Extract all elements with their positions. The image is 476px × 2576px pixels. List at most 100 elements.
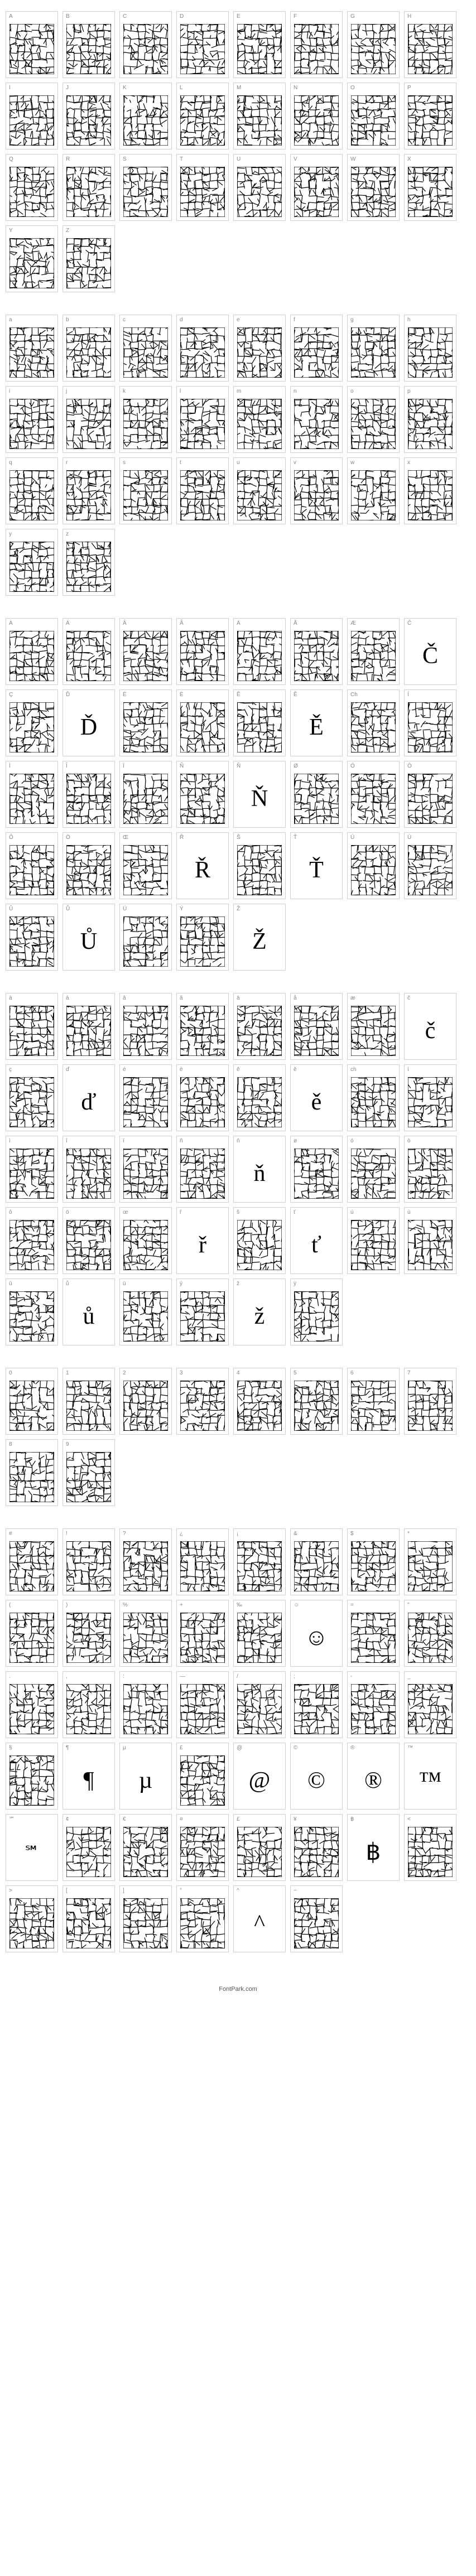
text-glyph: @ bbox=[249, 1767, 271, 1794]
glyph-cell: à bbox=[6, 993, 58, 1060]
glyph-display bbox=[291, 1824, 342, 1880]
glyph-cell: ฿฿ bbox=[347, 1814, 400, 1881]
text-glyph: Ť bbox=[309, 857, 324, 884]
glyph-cell: V bbox=[290, 154, 343, 221]
glyph-cell: F bbox=[290, 11, 343, 78]
glyph-cell: b bbox=[62, 315, 115, 382]
glyph-label: Ç bbox=[6, 690, 57, 699]
glyph-cell: i bbox=[6, 386, 58, 453]
glyph-cell: u bbox=[233, 457, 286, 524]
glyph-cell: ñ bbox=[176, 1136, 229, 1203]
glyph-label: ℠ bbox=[6, 1815, 57, 1824]
glyph-display bbox=[6, 1288, 57, 1345]
glyph-display bbox=[405, 1681, 456, 1738]
glyph-cell: & bbox=[290, 1528, 343, 1595]
glyph-cell: ¤ bbox=[176, 1814, 229, 1881]
glyph-label: ó bbox=[348, 1136, 399, 1145]
glyph-display: ® bbox=[348, 1752, 399, 1809]
glyph-cell: Ä bbox=[233, 618, 286, 685]
glyph-cell: ã bbox=[176, 993, 229, 1060]
glyph-display bbox=[63, 842, 114, 899]
glyph-label: I bbox=[6, 83, 57, 92]
glyph-label: + bbox=[177, 1600, 228, 1609]
glyph-display bbox=[234, 699, 285, 756]
glyph-label: w bbox=[348, 458, 399, 467]
glyph-label: Ä bbox=[234, 619, 285, 628]
glyph-display: č bbox=[405, 1002, 456, 1059]
glyph-label: e bbox=[234, 315, 285, 324]
glyph-label: t bbox=[177, 458, 228, 467]
glyph-cell: í bbox=[404, 1064, 456, 1131]
footer-text: FontPark.com bbox=[6, 1975, 470, 2004]
glyph-cell: T bbox=[176, 154, 229, 221]
glyph-display bbox=[177, 92, 228, 149]
glyph-display bbox=[177, 1609, 228, 1666]
glyph-display bbox=[405, 1145, 456, 1202]
glyph-display: µ bbox=[120, 1752, 171, 1809]
glyph-display: Ň bbox=[234, 770, 285, 827]
glyph-display bbox=[63, 1681, 114, 1738]
glyph-cell: ó bbox=[347, 1136, 400, 1203]
glyph-label: £ bbox=[177, 1743, 228, 1752]
glyph-label: ? bbox=[120, 1529, 171, 1538]
glyph-display bbox=[234, 1217, 285, 1273]
glyph-cell: ŘŘ bbox=[176, 832, 229, 899]
glyph-label: ☺ bbox=[291, 1600, 342, 1609]
glyph-display bbox=[63, 21, 114, 78]
glyph-cell: § bbox=[6, 1743, 58, 1810]
glyph-display bbox=[6, 1752, 57, 1809]
glyph-display bbox=[405, 324, 456, 381]
glyph-cell: ^^ bbox=[233, 1885, 286, 1952]
glyph-cell: D bbox=[176, 11, 229, 78]
glyph-display bbox=[120, 699, 171, 756]
glyph-cell: Œ bbox=[119, 832, 172, 899]
glyph-cell: Ch bbox=[347, 689, 400, 756]
glyph-label: H bbox=[405, 12, 456, 21]
glyph-display bbox=[348, 21, 399, 78]
glyph-label: ě bbox=[291, 1065, 342, 1074]
section-accented-lower: à á â ã ä å æ ččç ďďé è ê ěěch í ì î ï ñ… bbox=[6, 993, 470, 1345]
glyph-cell: žž bbox=[233, 1279, 286, 1345]
glyph-display bbox=[6, 1145, 57, 1202]
glyph-cell: y bbox=[6, 529, 58, 596]
glyph-display bbox=[177, 1752, 228, 1809]
text-glyph: Ň bbox=[251, 785, 268, 812]
glyph-display bbox=[234, 467, 285, 524]
glyph-cell: ú bbox=[347, 1207, 400, 1274]
glyph-cell: P bbox=[404, 83, 456, 149]
glyph-display bbox=[405, 21, 456, 78]
glyph-label: Ř bbox=[177, 833, 228, 842]
glyph-label: € bbox=[120, 1815, 171, 1824]
glyph-label: U bbox=[234, 155, 285, 163]
glyph-cell: á bbox=[62, 993, 115, 1060]
glyph-label: ° bbox=[177, 1886, 228, 1895]
glyph-label: Ď bbox=[63, 690, 114, 699]
glyph-display bbox=[405, 1074, 456, 1131]
glyph-cell: Ø bbox=[290, 761, 343, 828]
glyph-label: ň bbox=[234, 1136, 285, 1145]
glyph-display bbox=[291, 1895, 342, 1952]
glyph-display bbox=[405, 842, 456, 899]
glyph-label: È bbox=[177, 690, 228, 699]
glyph-display bbox=[348, 699, 399, 756]
glyph-display: ď bbox=[63, 1074, 114, 1131]
glyph-cell: ! bbox=[62, 1528, 115, 1595]
glyph-cell: x bbox=[404, 457, 456, 524]
glyph-label: G bbox=[348, 12, 399, 21]
glyph-label: Ù bbox=[405, 833, 456, 842]
glyph-display bbox=[177, 467, 228, 524]
glyph-label: i bbox=[6, 387, 57, 395]
glyph-cell: ¡ bbox=[233, 1528, 286, 1595]
glyph-cell: î bbox=[62, 1136, 115, 1203]
glyph-display bbox=[234, 395, 285, 452]
glyph-label: Û bbox=[6, 904, 57, 913]
glyph-label: ý bbox=[177, 1279, 228, 1288]
glyph-display bbox=[63, 1895, 114, 1952]
glyph-cell: Ý bbox=[176, 904, 229, 971]
text-glyph: Ž bbox=[252, 928, 267, 955]
glyph-cell: + bbox=[176, 1600, 229, 1667]
glyph-display bbox=[177, 770, 228, 827]
glyph-display bbox=[234, 21, 285, 78]
glyph-label: L bbox=[177, 83, 228, 92]
glyph-label: p bbox=[405, 387, 456, 395]
